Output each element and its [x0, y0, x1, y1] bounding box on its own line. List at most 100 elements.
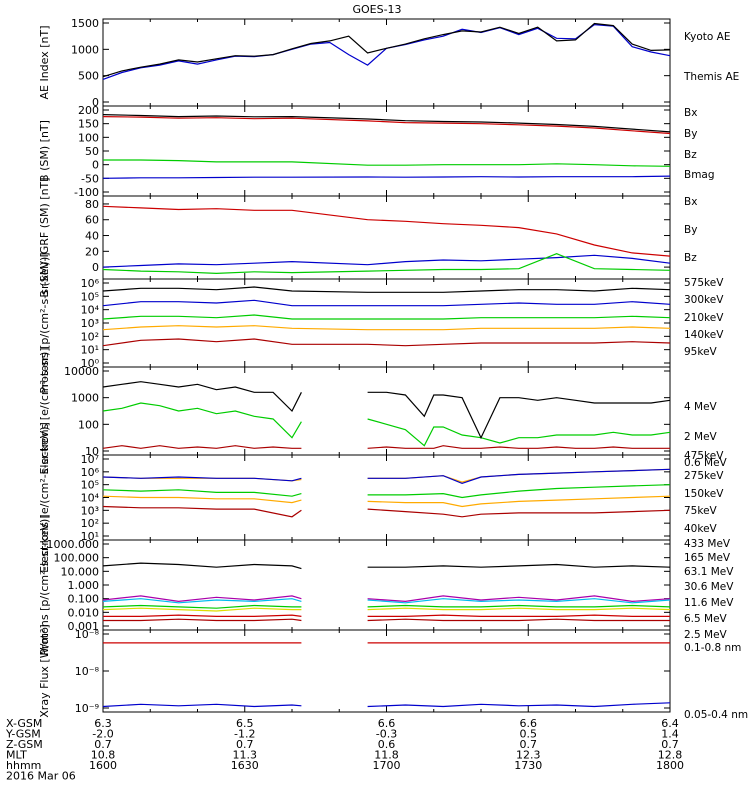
y-tick-label: 10⁰ [81, 357, 100, 370]
y-tick-label: 10 [85, 445, 99, 458]
panel-frame [102, 366, 671, 456]
y-axis-label: Protons [p/(cm²-s-sr-keV)] [38, 252, 51, 393]
y-axis-label: B (SM) [nT] [38, 120, 51, 182]
series-line-6-5-mev [102, 595, 302, 603]
legend-entry: 4 MeV [684, 401, 718, 413]
y-tick-label: 10.000 [61, 565, 100, 578]
legend-entry: Bmag [684, 169, 715, 181]
footer-value: -0.3 [376, 728, 397, 741]
y-tick-label: 10⁻⁸ [75, 628, 100, 641]
series-line-150kev [102, 476, 302, 482]
legend-entry: 2.5 MeV [684, 629, 728, 641]
y-tick-label: 10⁷ [81, 453, 99, 466]
legend-entry: 95keV [684, 346, 718, 358]
legend-entry: 2 MeV [684, 431, 718, 443]
chart-title: GOES-13 [352, 3, 401, 16]
footer-value: 6.6 [378, 717, 396, 730]
y-tick-label: 10³ [81, 504, 99, 517]
footer-value: 0.7 [94, 738, 112, 751]
legend-entry: 0.6 MeV [684, 457, 728, 469]
y-tick-label: 10¹ [81, 530, 99, 543]
footer-value: 10.8 [91, 749, 116, 762]
series-line-0-6-mev [367, 391, 671, 440]
legend-entry: 210keV [684, 312, 724, 324]
y-tick-label: 0 [92, 96, 99, 109]
y-axis-label: Electrons [e/(cm²-s-sr-keV)] [38, 422, 51, 573]
y-axis-label: AE Index [nT] [38, 25, 51, 99]
y-tick-label: 80 [85, 198, 99, 211]
series-line-95kev [102, 338, 671, 347]
footer-value: 1630 [231, 759, 259, 772]
series-line-575kev [102, 286, 671, 293]
series-line-bmag [102, 114, 671, 133]
panel-frame [102, 195, 671, 280]
series-line-0-05-0-4-nm [102, 703, 302, 708]
legend-entry: 30.6 MeV [684, 581, 734, 593]
y-tick-label: -100 [74, 186, 99, 199]
y-tick-label: 1000.000 [47, 538, 100, 551]
y-tick-label: 10⁶ [81, 466, 100, 479]
legend-entry: 300keV [684, 294, 724, 306]
legend-entry: 40keV [684, 523, 718, 535]
y-tick-label: 10⁵ [81, 290, 99, 303]
panel-frame [102, 629, 671, 713]
y-tick-label: 0.100 [68, 593, 100, 606]
panel-xray: 10⁻⁹ 10⁻⁸ 10⁻⁸ Xray Flux [W/m²] 0.1-0.8 nm 0.… [38, 624, 748, 721]
series-line-2-5-mev [367, 563, 671, 568]
y-tick-label: 50 [85, 145, 99, 158]
footer-value: 1700 [373, 759, 401, 772]
y-tick-label: 1.000 [68, 579, 100, 592]
footer-value: 12.8 [658, 749, 683, 762]
legend-entry: 11.6 MeV [684, 597, 734, 609]
series-line-63-1-mev [102, 607, 302, 612]
y-tick-label: 200 [78, 104, 99, 117]
series-line-by [102, 253, 671, 275]
series-line-30-6-mev [102, 604, 302, 609]
y-tick-label: 20 [85, 245, 99, 258]
series-line-165-mev [367, 614, 670, 618]
legend-entry: 475keV [684, 450, 724, 462]
legend-entry: 165 MeV [684, 552, 731, 564]
series-line-bz [102, 205, 671, 257]
y-tick-label: 10⁶ [81, 277, 100, 290]
y-axis-label: B (SM)-IGRF (SM) [nT] [38, 177, 51, 297]
series-line-30-6-mev [367, 604, 671, 608]
footer-value: 1730 [514, 759, 542, 772]
y-tick-label: 150 [78, 118, 99, 131]
y-tick-label: 0.001 [68, 620, 100, 633]
y-tick-label: 10⁴ [81, 304, 100, 317]
y-tick-label: 100 [78, 418, 99, 431]
series-line-275kev [102, 489, 302, 497]
series-line-11-6-mev [102, 598, 302, 604]
series-line-40kev [367, 508, 671, 518]
footer-value: 11.3 [233, 749, 258, 762]
footer-value: -1.2 [234, 728, 255, 741]
legend-entry: 275keV [684, 470, 724, 482]
chart-footer: X-GSM 6.3 6.5 6.6 6.6 6.4 Y-GSM -2.0 -1.2 -0.3 0.5… [5, 717, 684, 783]
series-line-300kev [102, 325, 671, 331]
series-line-by [103, 159, 671, 167]
footer-row-label: Y-GSM [5, 728, 41, 741]
footer-value: -2.0 [92, 728, 113, 741]
series-line-75kev [367, 495, 671, 508]
y-tick-label: 10⁴ [81, 492, 100, 505]
series-line-4-mev [102, 445, 302, 449]
footer-value: 1800 [656, 759, 684, 772]
y-tick-label: 10² [81, 330, 99, 343]
series-line-themis-ae [102, 22, 671, 78]
series-line-210kev [102, 314, 671, 320]
footer-value: 12.3 [516, 749, 541, 762]
legend-entry: Bx [684, 107, 697, 119]
series-line-140kev [102, 299, 671, 307]
y-axis-label: Electrons [e/(cm²-s-sr)] [38, 347, 51, 474]
y-tick-label: 1000 [71, 392, 99, 405]
panel-protons_high: 0.0010.0100.1001.00010.000100.0001000.00… [38, 514, 734, 655]
legend-entry: Bz [684, 149, 697, 161]
y-tick-label: -50 [81, 172, 99, 185]
y-axis-label: Protons [p/(cm²-s-sr-keV)] [38, 514, 51, 655]
y-tick-label: 10⁻⁹ [75, 702, 99, 715]
series-line-kyoto-ae [102, 23, 671, 80]
footer-value: 6.4 [661, 717, 679, 730]
